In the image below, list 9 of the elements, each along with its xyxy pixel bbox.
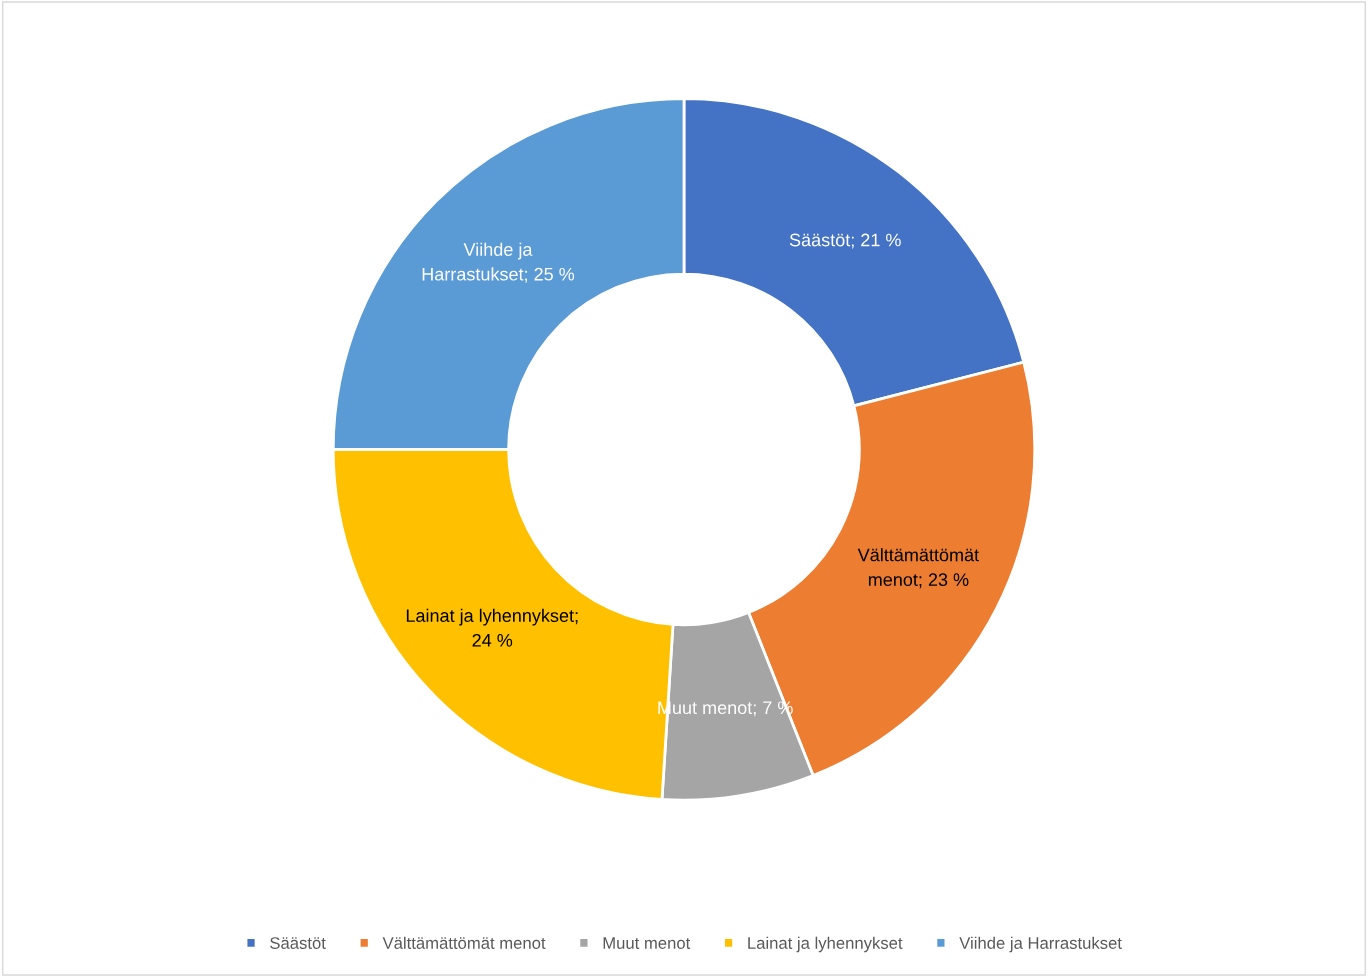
legend-label: Viihde ja Harrastukset (959, 936, 1122, 953)
data-label: Lainat ja lyhennykset; 24 % (406, 608, 578, 647)
data-label: Viihde ja Harrastukset; 25 % (422, 242, 575, 283)
legend-label: Säästöt (270, 937, 326, 949)
data-label: Säästöt; 21 % (789, 233, 901, 249)
legend-label: Muut menot (603, 937, 691, 949)
data-label: Välttämättömät menot; 23 % (857, 548, 979, 589)
legend-label: Välttämättömät menot (382, 936, 546, 949)
legend-label: Lainat ja lyhennykset (748, 936, 903, 953)
